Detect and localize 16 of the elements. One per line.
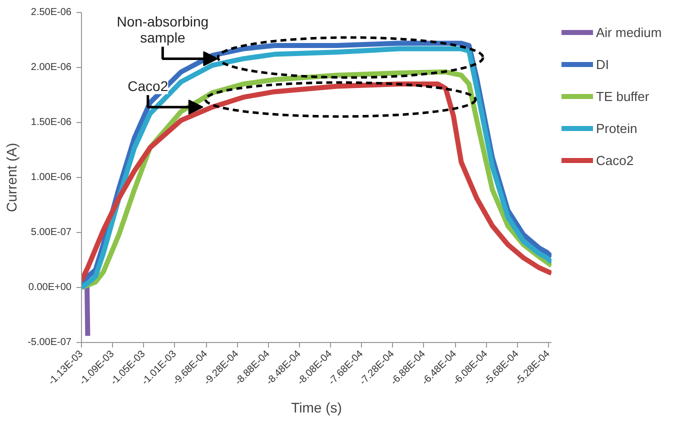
legend-label: Protein	[596, 120, 638, 136]
y-tick-label: 2.50E-06	[30, 7, 72, 18]
legend-label: Air medium	[596, 24, 662, 40]
legend-label: DI	[596, 56, 610, 72]
legend-label: TE buffer	[596, 88, 650, 104]
y-tick-label: 1.50E-06	[30, 117, 72, 128]
y-axis-title: Current (A)	[4, 142, 20, 212]
y-tick-label: 2.00E-06	[30, 62, 72, 73]
legend-label: Caco2	[596, 152, 634, 168]
annotation: Caco2	[128, 78, 168, 94]
x-axis-title: Time (s)	[291, 399, 342, 416]
y-tick-label: -5.00E-07	[28, 337, 72, 348]
annotation: Non-absorbing sample	[116, 14, 209, 46]
y-tick-label: 5.00E-07	[30, 227, 72, 238]
y-tick-label: 1.00E-06	[30, 172, 72, 183]
y-tick-label: 0.00E+00	[28, 282, 72, 293]
